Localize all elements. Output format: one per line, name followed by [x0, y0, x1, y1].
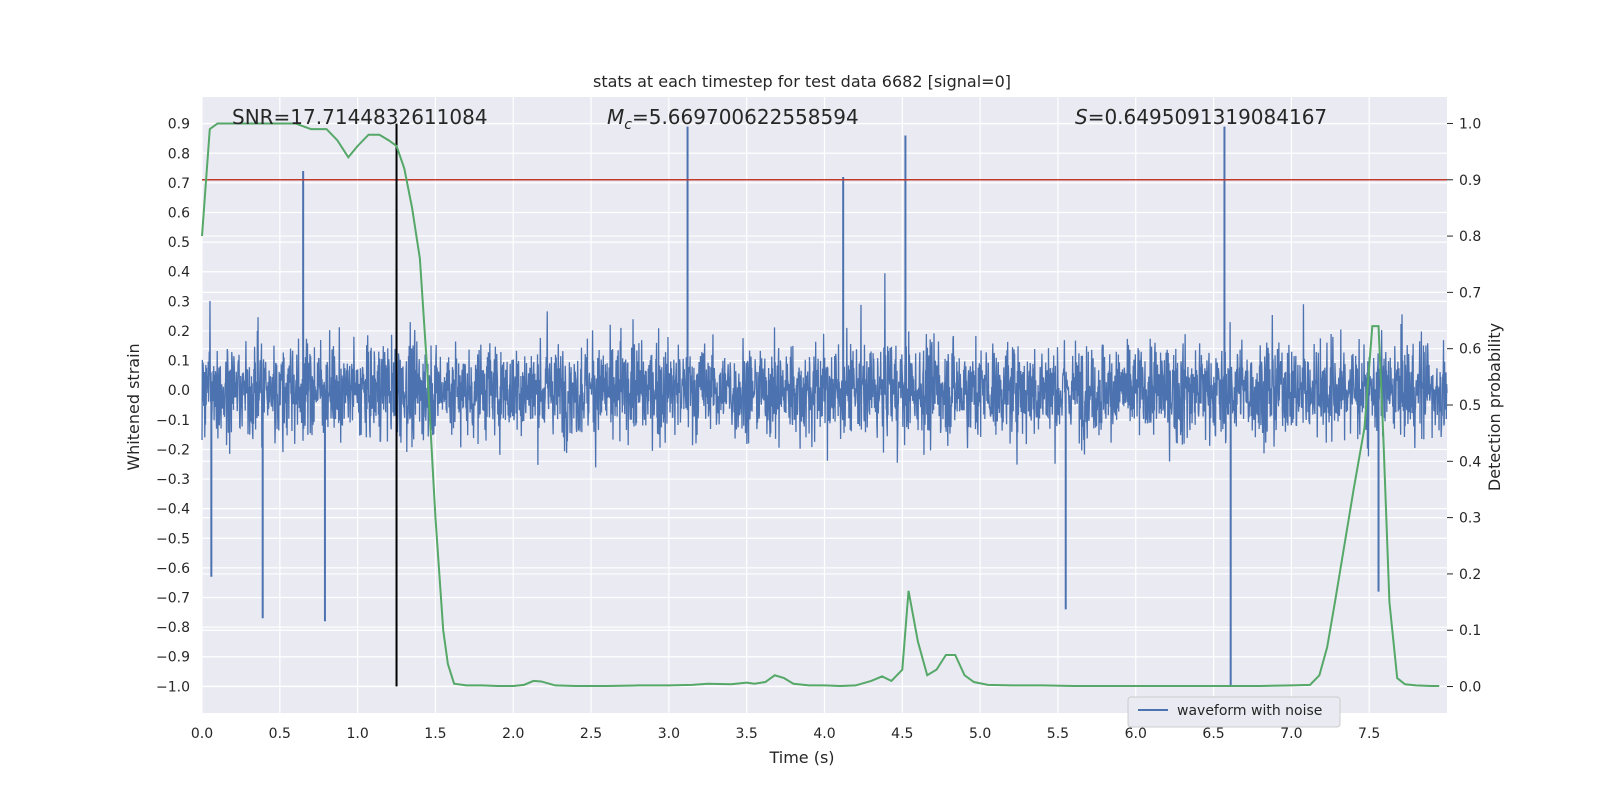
y-axis-left-label: Whitened strain — [124, 343, 143, 470]
y-left-tick-label: −0.6 — [156, 561, 190, 577]
y-left-tick-label: −0.8 — [156, 620, 190, 636]
x-tick-label: 2.0 — [502, 726, 524, 742]
s-annotation: S=0.6495091319084167 — [1075, 105, 1327, 129]
detection-probability-line — [201, 122, 1440, 687]
mc-symbol: M — [607, 105, 624, 129]
y-right-tick-label: 0.0 — [1459, 680, 1481, 696]
snr-annotation: SNR=17.7144832611084 — [232, 105, 488, 129]
s-value: =0.6495091319084167 — [1088, 105, 1327, 129]
y-left-tick-label: −0.9 — [156, 650, 190, 666]
x-tick-label: 5.5 — [1047, 726, 1069, 742]
y-left-tick-label: 0.9 — [168, 117, 190, 133]
y-right-tick-label: 0.8 — [1459, 229, 1481, 245]
y-left-tick-label: 0.6 — [168, 206, 190, 222]
mc-subscript: c — [624, 117, 632, 133]
y-left-tick-label: −0.3 — [156, 472, 190, 488]
waveform-line — [201, 273, 1448, 468]
legend: waveform with noise — [1127, 696, 1341, 728]
mc-annotation: Mc=5.669700622558594 — [607, 105, 859, 133]
y-right-tick-label: 0.2 — [1459, 567, 1481, 583]
y-left-tick-label: 0.8 — [168, 146, 190, 162]
x-tick-label: 2.5 — [580, 726, 602, 742]
x-axis-label: Time (s) — [768, 748, 834, 767]
y-left-tick-label: 0.7 — [168, 176, 190, 192]
y-left-tick-label: 0.5 — [168, 235, 190, 251]
right-axis-ticks: 1.0 0.9 0.8 0.7 0.6 0.5 0.4 0.3 0.2 0.1 0.0 — [1447, 116, 1481, 696]
y-left-tick-label: 0.4 — [168, 265, 190, 281]
legend-box — [1127, 696, 1341, 728]
x-tick-label: 3.5 — [736, 726, 758, 742]
x-axis-ticks: 0.0 0.5 1.0 1.5 2.0 2.5 3.0 3.5 4.0 4.5 5.0 5.5 6.0 6… — [191, 726, 1380, 742]
y-axis-right-label: Detection probability — [1485, 323, 1504, 491]
y-left-tick-label: 0.2 — [168, 324, 190, 340]
y-left-tick-label: 0.3 — [168, 294, 190, 310]
y-right-tick-label: 0.5 — [1459, 398, 1481, 414]
x-tick-label: 1.0 — [346, 726, 368, 742]
y-left-tick-label: −0.7 — [156, 591, 190, 607]
legend-entry-waveform: waveform with noise — [1177, 703, 1322, 719]
mc-value: =5.669700622558594 — [632, 105, 859, 129]
waveform-series — [201, 126, 1448, 687]
x-tick-label: 5.0 — [969, 726, 991, 742]
x-tick-label: 6.0 — [1125, 726, 1147, 742]
chart-title: stats at each timestep for test data 668… — [593, 72, 1011, 91]
y-right-tick-label: 0.9 — [1459, 173, 1481, 189]
grid-lines — [201, 97, 1447, 713]
x-tick-label: 0.5 — [269, 726, 291, 742]
y-left-tick-label: −0.5 — [156, 531, 190, 547]
y-right-tick-label: 0.3 — [1459, 511, 1481, 527]
x-tick-label: 3.0 — [658, 726, 680, 742]
y-right-tick-label: 1.0 — [1459, 116, 1481, 132]
x-tick-label: 4.0 — [813, 726, 835, 742]
x-tick-label: 7.0 — [1280, 726, 1302, 742]
x-tick-label: 7.5 — [1358, 726, 1380, 742]
y-right-tick-label: 0.7 — [1459, 285, 1481, 301]
left-axis-ticks: 0.9 0.8 0.7 0.6 0.5 0.4 0.3 0.2 0.1 0.0 −0.1 −0.2 −0… — [156, 117, 190, 696]
y-left-tick-label: −0.2 — [156, 442, 190, 458]
y-left-tick-label: −0.1 — [156, 413, 190, 429]
x-tick-label: 4.5 — [891, 726, 913, 742]
y-right-tick-label: 0.4 — [1459, 454, 1481, 470]
s-symbol: S — [1075, 105, 1088, 129]
overlay-lines — [202, 123, 1447, 687]
y-left-tick-label: −0.4 — [156, 502, 190, 518]
x-tick-label: 0.0 — [191, 726, 213, 742]
y-right-tick-label: 0.1 — [1459, 623, 1481, 639]
detection-probability-series — [201, 122, 1440, 687]
x-tick-label: 1.5 — [424, 726, 446, 742]
x-tick-label: 6.5 — [1202, 726, 1224, 742]
y-left-tick-label: 0.0 — [168, 383, 190, 399]
y-right-tick-label: 0.6 — [1459, 342, 1481, 358]
y-left-tick-label: −1.0 — [156, 679, 190, 695]
y-left-tick-label: 0.1 — [168, 354, 190, 370]
